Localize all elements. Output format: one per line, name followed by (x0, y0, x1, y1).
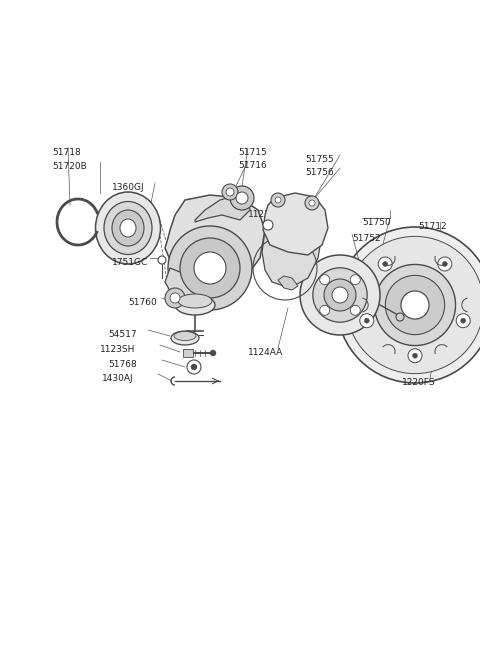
Polygon shape (278, 276, 298, 290)
Text: 1360GJ: 1360GJ (112, 183, 144, 192)
Text: 51718: 51718 (52, 148, 81, 157)
Text: 54517: 54517 (108, 330, 137, 339)
Circle shape (438, 257, 452, 271)
Circle shape (168, 226, 252, 310)
Polygon shape (263, 193, 328, 255)
Circle shape (263, 220, 273, 230)
Text: 51720B: 51720B (52, 162, 87, 171)
Circle shape (320, 274, 330, 285)
Circle shape (350, 274, 360, 285)
Circle shape (378, 257, 392, 271)
Text: 51715: 51715 (238, 148, 267, 157)
Text: 1125AB: 1125AB (248, 210, 283, 219)
Circle shape (360, 314, 374, 328)
Circle shape (383, 261, 388, 267)
Text: 51716: 51716 (238, 161, 267, 170)
Text: 1430AJ: 1430AJ (102, 374, 133, 383)
Text: 51768: 51768 (108, 360, 137, 369)
Circle shape (300, 255, 380, 335)
Circle shape (337, 227, 480, 383)
Circle shape (324, 279, 356, 311)
Circle shape (313, 268, 367, 322)
Circle shape (226, 188, 234, 196)
Circle shape (230, 186, 254, 210)
Circle shape (332, 287, 348, 303)
Text: 51756: 51756 (305, 168, 334, 177)
Circle shape (408, 348, 422, 363)
Text: 51755: 51755 (305, 155, 334, 164)
Circle shape (194, 252, 226, 284)
Circle shape (165, 288, 185, 308)
Text: 51760: 51760 (128, 298, 157, 307)
Circle shape (210, 350, 216, 356)
Circle shape (180, 238, 240, 298)
Circle shape (350, 305, 360, 315)
Text: 1220FS: 1220FS (402, 378, 435, 387)
Circle shape (442, 261, 447, 267)
Ellipse shape (171, 331, 199, 345)
Ellipse shape (104, 202, 152, 255)
Circle shape (396, 313, 404, 321)
Text: 1751GC: 1751GC (112, 258, 148, 267)
Text: 51752: 51752 (352, 234, 381, 243)
Ellipse shape (112, 210, 144, 246)
Circle shape (385, 275, 444, 335)
Circle shape (320, 305, 330, 315)
Text: 51750: 51750 (362, 218, 391, 227)
Circle shape (374, 265, 456, 346)
Circle shape (170, 293, 180, 303)
Circle shape (236, 192, 248, 204)
Circle shape (461, 318, 466, 323)
Circle shape (158, 256, 166, 264)
Polygon shape (262, 205, 322, 288)
Circle shape (187, 360, 201, 374)
Circle shape (222, 184, 238, 200)
Text: 51712: 51712 (418, 222, 446, 231)
Ellipse shape (174, 331, 196, 341)
Polygon shape (183, 349, 193, 357)
Circle shape (191, 364, 197, 370)
Circle shape (347, 236, 480, 373)
Text: 1124AA: 1124AA (248, 348, 283, 357)
Circle shape (364, 318, 369, 323)
Circle shape (271, 193, 285, 207)
Ellipse shape (96, 192, 160, 264)
Ellipse shape (175, 295, 215, 315)
Circle shape (401, 291, 429, 319)
Polygon shape (165, 195, 265, 288)
Circle shape (305, 196, 319, 210)
Ellipse shape (120, 219, 136, 237)
Circle shape (309, 200, 315, 206)
Ellipse shape (178, 294, 212, 308)
Circle shape (412, 353, 418, 358)
Polygon shape (195, 195, 250, 222)
Polygon shape (165, 268, 215, 300)
Text: 1123SH: 1123SH (100, 345, 135, 354)
Circle shape (275, 197, 281, 203)
Circle shape (456, 314, 470, 328)
